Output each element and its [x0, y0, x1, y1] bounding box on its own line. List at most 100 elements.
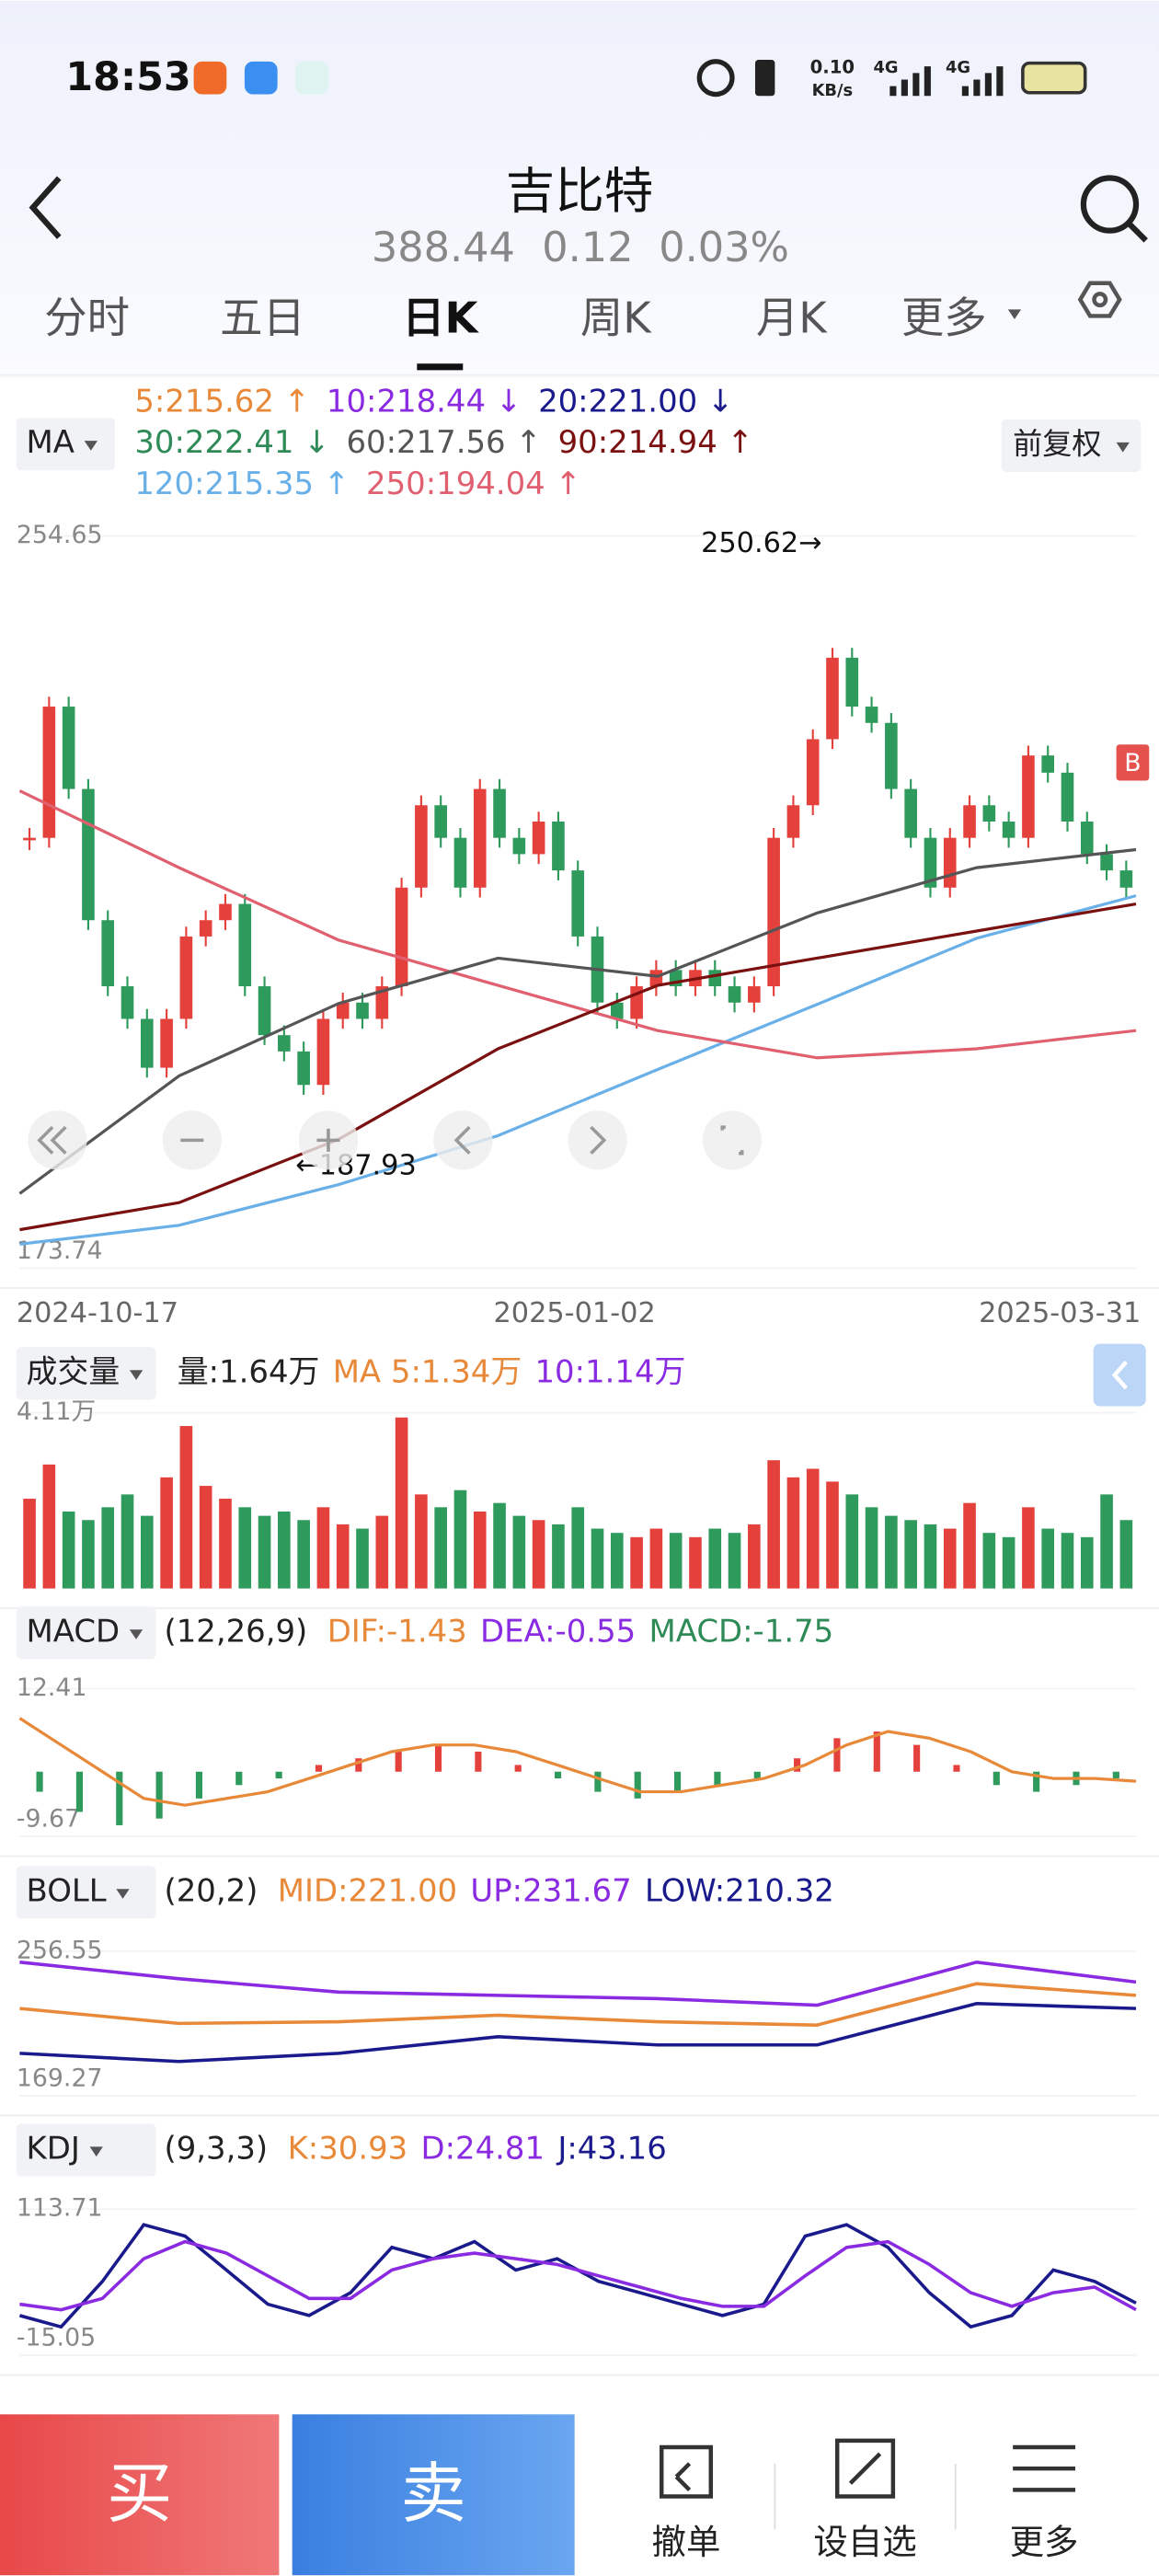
tab[interactable]: 月K [756, 293, 828, 342]
volume-bar [415, 1494, 428, 1589]
indicator-legend: J:43.16 [556, 2130, 666, 2166]
macd-bar [475, 1751, 482, 1772]
tab[interactable]: 日K [402, 293, 479, 342]
adjust-selector[interactable] [1001, 419, 1142, 473]
ma-legend: 20:221.00 ↓ [538, 384, 733, 420]
volume-bar [845, 1494, 859, 1589]
candle-body [258, 986, 271, 1036]
y-tick-label: -9.67 [17, 1805, 80, 1834]
candle-body [62, 707, 75, 789]
indicator-label: MACD [27, 1613, 120, 1649]
chart-control[interactable] [702, 1110, 763, 1170]
volume-bar [453, 1489, 467, 1589]
indicator-legend: D:24.81 [421, 2130, 545, 2166]
volume-bar [630, 1536, 643, 1589]
indicator-selector[interactable] [16, 1866, 156, 1919]
candle-body [786, 805, 800, 838]
volume-bar [238, 1507, 252, 1589]
macd-bar [674, 1771, 682, 1792]
indicator-label: 成交量 [27, 1353, 120, 1389]
candle-body [42, 707, 56, 838]
indicator-selector[interactable] [16, 1606, 156, 1660]
volume-bar [493, 1502, 506, 1589]
volume-bar [1002, 1536, 1016, 1589]
y-tick-label: 256.55 [17, 1937, 103, 1965]
chart-control[interactable] [433, 1110, 493, 1170]
indicator-selector[interactable] [16, 418, 115, 471]
indicator-params: (12,26,9) [164, 1613, 307, 1649]
tab[interactable]: 五日 [220, 293, 305, 342]
collapse-button[interactable] [1093, 1343, 1146, 1407]
indicator-legend: 10:1.14万 [535, 1353, 686, 1389]
volume-bar [532, 1520, 545, 1589]
stock-name: 吉比特 [506, 162, 654, 220]
candle-body [963, 805, 976, 838]
search-button[interactable] [1080, 175, 1140, 234]
volume-bar [1022, 1507, 1035, 1589]
macd-bar [913, 1744, 921, 1772]
tab[interactable]: 更多 [901, 293, 987, 342]
candle-body [120, 986, 134, 1019]
volume-bar [610, 1533, 624, 1589]
volume-bar [963, 1502, 976, 1589]
watch-icon [834, 2438, 896, 2499]
chart-control-icon [316, 1128, 340, 1152]
cancel-label[interactable]: 撤单 [652, 2522, 721, 2562]
cancel-icon [660, 2444, 714, 2499]
ma-legend: 60:217.56 ↑ [346, 424, 541, 460]
back-button[interactable] [29, 176, 62, 239]
volume-bar [1119, 1520, 1133, 1589]
volume-bar [375, 1515, 389, 1589]
tab[interactable]: 分时 [44, 293, 130, 342]
chart-control[interactable] [568, 1110, 627, 1170]
search-handle [1127, 222, 1148, 243]
candle-body [1002, 821, 1016, 838]
buy-label: 买 [107, 2455, 172, 2532]
settings-button[interactable] [1077, 281, 1122, 318]
macd-bar [275, 1771, 282, 1779]
volume-bar [571, 1507, 585, 1589]
chart-control[interactable] [28, 1110, 87, 1170]
macd-bar [953, 1765, 960, 1772]
candle-body [336, 1002, 350, 1019]
macd-bar [395, 1751, 402, 1772]
watch-label[interactable]: 设自选 [813, 2522, 916, 2562]
x-tick-label: 2024-10-17 [17, 1297, 178, 1329]
indicator-line [19, 2239, 1137, 2312]
vibrate-icon [754, 60, 775, 97]
volume-bar [120, 1494, 134, 1589]
volume-bar [62, 1511, 75, 1589]
volume-bar [591, 1528, 604, 1589]
ma-legend: 30:222.41 ↓ [134, 424, 329, 460]
candle-body [453, 837, 467, 888]
more-icon [1013, 2444, 1075, 2492]
volume-bar [904, 1520, 917, 1589]
adjust-label: 前复权 [1013, 426, 1101, 461]
buy-button[interactable] [0, 2414, 280, 2576]
selector-caret [116, 1889, 130, 1899]
candle-body [140, 1018, 154, 1068]
candle-body [982, 805, 996, 822]
signal-label: 4G [946, 58, 970, 77]
ma-legend: 5:215.62 ↑ [134, 384, 310, 420]
tab[interactable]: 周K [580, 293, 652, 342]
more-label[interactable]: 更多 [1010, 2522, 1079, 2562]
sell-button[interactable] [292, 2414, 575, 2576]
macd-bar [1033, 1771, 1040, 1792]
volume-bar [865, 1507, 878, 1589]
macd-bar [794, 1758, 801, 1772]
macd-bar [434, 1744, 442, 1772]
top-background [0, 0, 1159, 379]
volume-bar [23, 1499, 36, 1589]
candle-body [1041, 755, 1055, 773]
candle-body [493, 788, 506, 838]
volume-bar [748, 1524, 761, 1589]
indicator-legend: UP:231.67 [470, 1872, 631, 1908]
indicator-selector[interactable] [16, 1347, 156, 1400]
macd-bar [36, 1771, 43, 1792]
indicator-selector[interactable] [16, 2123, 156, 2177]
ma-legend: 10:218.44 ↓ [327, 384, 522, 420]
ma-legend: 250:194.04 ↑ [366, 466, 581, 501]
volume-bar [885, 1515, 898, 1589]
candle-body [512, 837, 526, 855]
